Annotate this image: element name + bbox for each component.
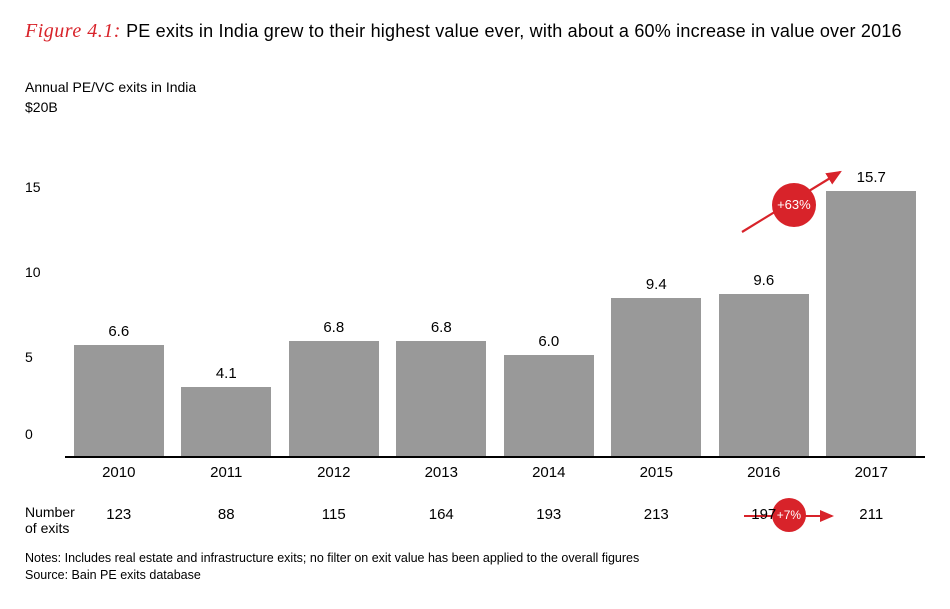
exit-count: 164 [388,506,496,523]
exit-count: 115 [280,506,388,523]
y-tick: 5 [25,349,33,365]
bar-slot: 6.8 [388,118,496,456]
y-axis: 0 5 10 15 [25,118,65,458]
exits-row: +7% 12388115164193213197211 [65,496,925,536]
exit-count: 197 [710,506,818,523]
bar: 15.7 [826,191,916,456]
y-tick: 10 [25,264,41,280]
chart-area: 051015 +63% 6.64.16.86.86.09.49.615.7 [25,118,925,458]
bar-value-label: 6.8 [289,319,379,336]
bar-value-label: 9.6 [719,272,809,289]
y-tick: 0 [25,426,33,442]
bar: 4.1 [181,387,271,456]
figure-header: Figure 4.1: PE exits in India grew to th… [25,20,925,43]
bar-value-label: 6.0 [504,333,594,350]
bar-value-label: 9.4 [611,276,701,293]
bar-value-label: 15.7 [826,169,916,186]
exit-count: 193 [495,506,603,523]
plot-area: +63% 6.64.16.86.86.09.49.615.7 [65,118,925,458]
notes-block: Notes: Includes real estate and infrastr… [25,550,925,584]
exit-count: 213 [603,506,711,523]
exit-count: 123 [65,506,173,523]
x-axis-labels: 20102011201220132014201520162017 [65,464,925,492]
bar-value-label: 4.1 [181,365,271,382]
bar: 6.8 [289,341,379,456]
bar-slot: 4.1 [173,118,281,456]
y-axis-title: Annual PE/VC exits in India $20B [25,78,925,116]
figure-title: PE exits in India grew to their highest … [126,21,902,41]
bar-slot: 6.8 [280,118,388,456]
bar: 9.6 [719,294,809,456]
bar: 6.0 [504,355,594,456]
x-axis-label: 2014 [495,464,603,481]
x-axis-label: 2016 [710,464,818,481]
exit-count: 88 [173,506,281,523]
notes-line1: Notes: Includes real estate and infrastr… [25,550,925,567]
x-axis-label: 2017 [818,464,926,481]
bar-value-label: 6.8 [396,319,486,336]
y-axis-title-line2: $20B [25,98,925,116]
exit-count: 211 [818,506,926,523]
bar-slot: 15.7 [818,118,926,456]
x-axis-label: 2015 [603,464,711,481]
bar-slot: 9.6 [710,118,818,456]
y-axis-title-line1: Annual PE/VC exits in India [25,78,925,96]
x-axis-label: 2012 [280,464,388,481]
y-tick: 15 [25,179,41,195]
figure-number: Figure 4.1: [25,20,121,42]
x-axis-label: 2011 [173,464,281,481]
notes-line2: Source: Bain PE exits database [25,567,925,584]
x-axis-label: 2010 [65,464,173,481]
secondary-row-title-l2: of exits [25,520,69,536]
bar: 6.8 [396,341,486,456]
bar-value-label: 6.6 [74,323,164,340]
bar-slot: 6.6 [65,118,173,456]
bar: 6.6 [74,345,164,457]
bar-slot: 6.0 [495,118,603,456]
x-axis-label: 2013 [388,464,496,481]
bar-slot: 9.4 [603,118,711,456]
bar: 9.4 [611,298,701,457]
